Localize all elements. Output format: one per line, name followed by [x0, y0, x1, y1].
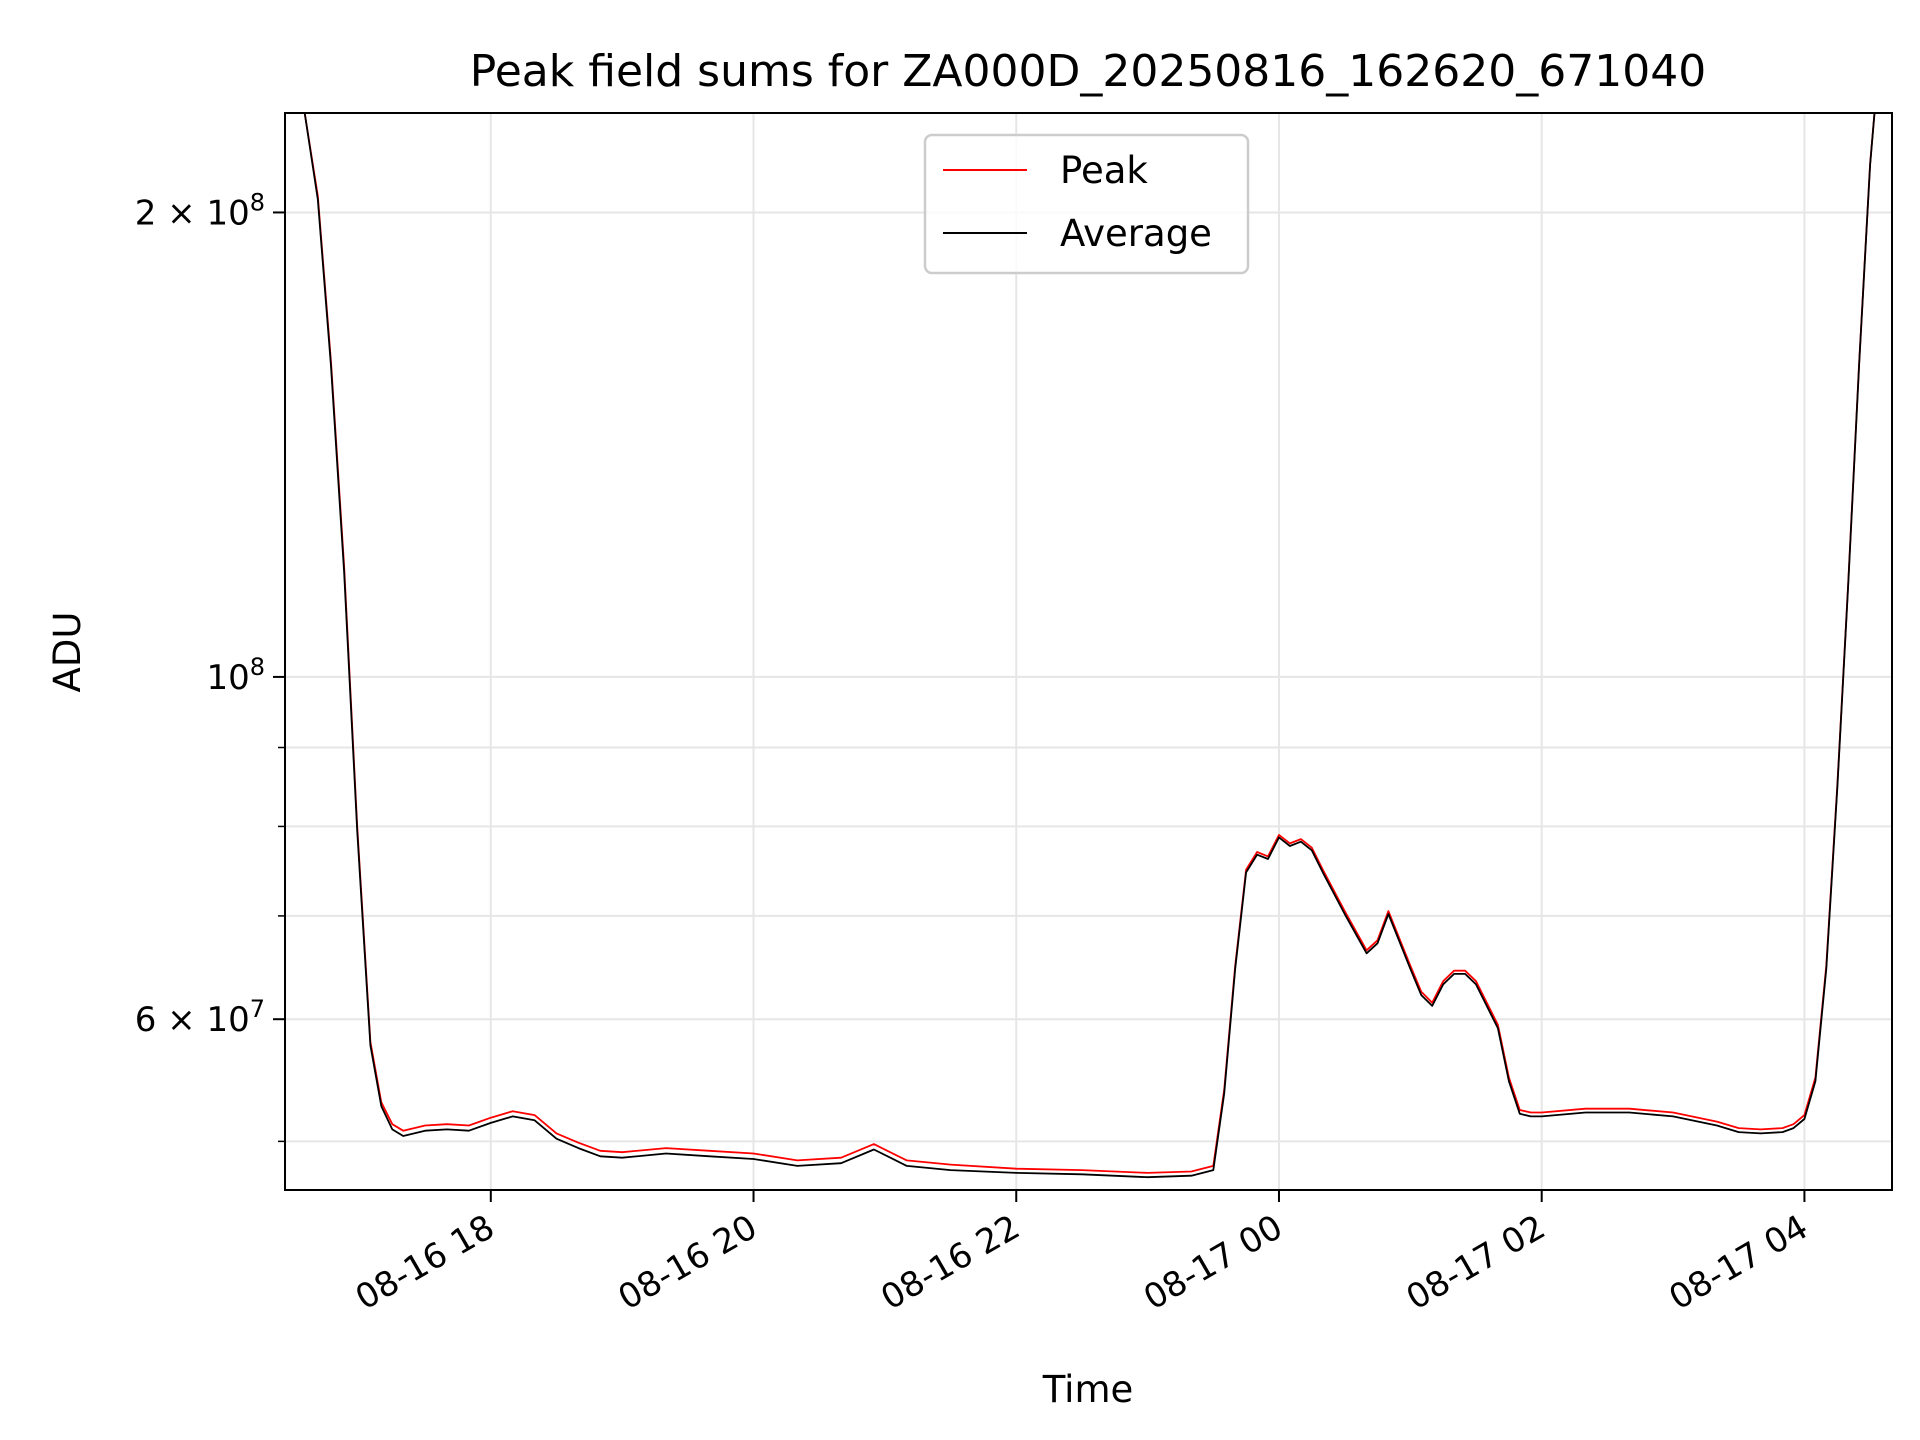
axes-frame: [284, 112, 1893, 1191]
legend-label-peak: Peak: [1060, 149, 1148, 192]
x-tick-label: 08-17 00: [1137, 1207, 1289, 1318]
y-tick-label: 6 × 107: [135, 995, 265, 1040]
legend-label-average: Average: [1060, 212, 1212, 255]
x-tick-label: 08-16 22: [874, 1207, 1026, 1318]
x-axis-label: Time: [1042, 1368, 1134, 1411]
legend: Peak Average: [923, 133, 1250, 275]
y-tick-label: 2 × 108: [135, 188, 265, 233]
y-tick-label: 108: [206, 653, 265, 698]
x-tick-label: 08-16 18: [349, 1207, 501, 1318]
chart-title: Peak field sums for ZA000D_20250816_1626…: [470, 46, 1706, 97]
x-tick-label: 08-16 20: [612, 1207, 764, 1318]
y-axis-label: ADU: [46, 612, 89, 693]
grid-lines: [285, 113, 1892, 1190]
series-line-peak: [303, 113, 1876, 1174]
plot-area: [303, 113, 1876, 1179]
y-axis: 2 × 108 108 6 × 107: [135, 188, 285, 1143]
x-axis: 08-16 18 08-16 20 08-16 22 08-17 00 08-17 02…: [349, 1190, 1815, 1318]
x-tick-label: 08-17 04: [1663, 1207, 1815, 1318]
series-line-average: [303, 113, 1876, 1179]
x-tick-label: 08-17 02: [1400, 1207, 1552, 1318]
